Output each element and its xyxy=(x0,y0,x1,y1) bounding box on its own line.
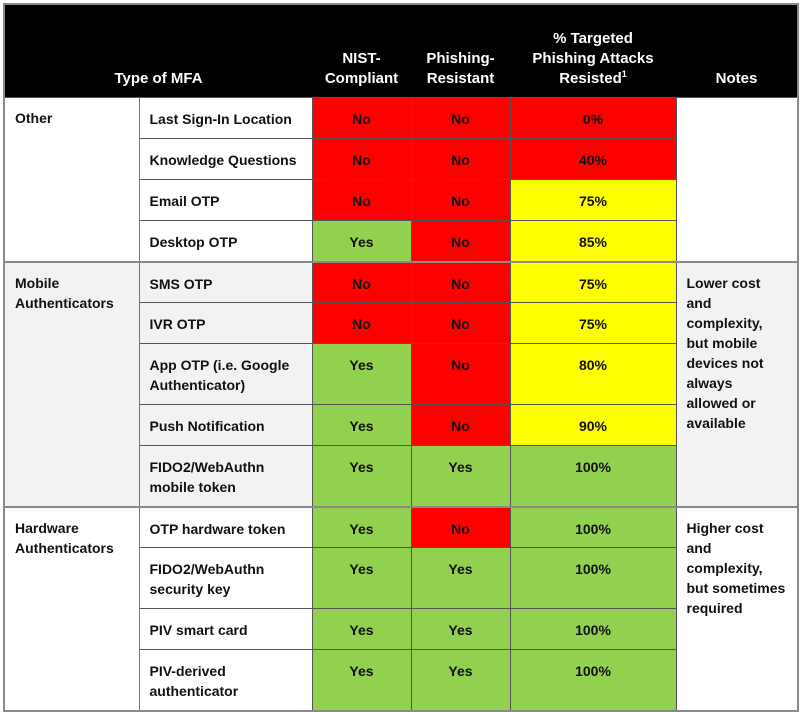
table-row: Hardware Authenticators OTP hardware toke… xyxy=(4,505,798,711)
phishing-resistant-value: Yes xyxy=(410,608,511,650)
header-nist-line2: Compliant xyxy=(324,70,399,87)
method-name: IVR OTP xyxy=(138,302,313,344)
attacks-resisted-value: 100% xyxy=(509,649,677,711)
table-row: FIDO2/WebAuthn mobile token Yes Yes 100% xyxy=(4,445,798,507)
header-notes-text: Notes xyxy=(715,70,758,87)
phishing-resistant-value: No xyxy=(410,138,511,180)
method-name: Push Notification xyxy=(138,404,313,446)
table-header: Type of MFA NIST- Compliant Phishing- Resi… xyxy=(4,4,798,98)
header-targeted-line2: Phishing Attacks xyxy=(532,50,654,67)
table-row: IVR OTP No No 75% xyxy=(4,302,798,344)
method-name: FIDO2/WebAuthn mobile token xyxy=(138,445,313,507)
header-phishing-resistant: Phishing- Resistant xyxy=(411,4,510,98)
nist-compliant-value: Yes xyxy=(311,547,412,609)
header-type-of-mfa: Type of MFA xyxy=(4,4,312,98)
mfa-comparison-table: Type of MFA NIST- Compliant Phishing- Resi… xyxy=(3,3,799,712)
attacks-resisted-value: 75% xyxy=(509,260,677,303)
group-label-line1: Mobile xyxy=(15,274,60,291)
header-phishing-line2: Resistant xyxy=(426,70,495,87)
method-name: Last Sign-In Location xyxy=(138,97,313,139)
attacks-resisted-value: 40% xyxy=(509,138,677,180)
header-notes: Notes xyxy=(676,4,798,98)
nist-compliant-value: No xyxy=(311,97,412,139)
nist-compliant-value: Yes xyxy=(311,649,412,711)
group-label-other: Other xyxy=(4,97,140,262)
method-name: SMS OTP xyxy=(138,260,313,303)
method-name: Knowledge Questions xyxy=(138,138,313,180)
phishing-resistant-value: No xyxy=(410,302,511,344)
phishing-resistant-value: No xyxy=(410,404,511,446)
phishing-resistant-value: Yes xyxy=(410,445,511,507)
table-row: Mobile Authenticators SMS OTP No No 75% L… xyxy=(4,260,798,507)
header-row: Type of MFA NIST- Compliant Phishing- Resi… xyxy=(4,4,798,98)
notes-hardware-authenticators: Higher cost and complexity, but sometime… xyxy=(675,505,798,711)
table-body: Other Last Sign-In Location No No 0% Kno… xyxy=(4,97,798,711)
attacks-resisted-value: 85% xyxy=(509,220,677,262)
nist-compliant-value: No xyxy=(311,179,412,221)
nist-compliant-value: No xyxy=(311,138,412,180)
nist-compliant-value: Yes xyxy=(311,505,412,548)
phishing-resistant-value: No xyxy=(410,260,511,303)
attacks-resisted-value: 100% xyxy=(509,608,677,650)
attacks-resisted-value: 100% xyxy=(509,505,677,548)
group-label-mobile-authenticators: Mobile Authenticators xyxy=(4,260,140,507)
nist-compliant-value: Yes xyxy=(311,404,412,446)
method-name: FIDO2/WebAuthn security key xyxy=(138,547,313,609)
nist-compliant-value: No xyxy=(311,302,412,344)
table-row: Email OTP No No 75% xyxy=(4,179,798,221)
group-label-line1: Hardware xyxy=(15,519,79,536)
phishing-resistant-value: Yes xyxy=(410,649,511,711)
nist-compliant-value: Yes xyxy=(311,343,412,405)
attacks-resisted-value: 100% xyxy=(509,445,677,507)
attacks-resisted-value: 90% xyxy=(509,404,677,446)
phishing-resistant-value: No xyxy=(410,505,511,548)
attacks-resisted-value: 100% xyxy=(509,547,677,609)
phishing-resistant-value: Yes xyxy=(410,547,511,609)
phishing-resistant-value: No xyxy=(410,179,511,221)
phishing-resistant-value: No xyxy=(410,343,511,405)
table-row: Push Notification Yes No 90% xyxy=(4,404,798,446)
group-label-line2: Authenticators xyxy=(15,539,114,556)
group-label-line2: Authenticators xyxy=(15,294,114,311)
header-targeted-attacks-resisted: % Targeted Phishing Attacks Resisted1 xyxy=(510,4,676,98)
nist-compliant-value: Yes xyxy=(311,445,412,507)
header-targeted-line1: % Targeted xyxy=(553,30,633,47)
method-name: PIV-derived authenticator xyxy=(138,649,313,711)
phishing-resistant-value: No xyxy=(410,220,511,262)
attacks-resisted-value: 75% xyxy=(509,302,677,344)
header-nist-compliant: NIST- Compliant xyxy=(312,4,411,98)
header-targeted-line3: Resisted xyxy=(559,70,622,87)
method-name: OTP hardware token xyxy=(138,505,313,548)
attacks-resisted-value: 0% xyxy=(509,97,677,139)
table-row: Knowledge Questions No No 40% xyxy=(4,138,798,180)
group-label-hardware-authenticators: Hardware Authenticators xyxy=(4,505,140,711)
table-row: Desktop OTP Yes No 85% xyxy=(4,220,798,262)
header-nist-line1: NIST- xyxy=(342,50,381,67)
attacks-resisted-value: 80% xyxy=(509,343,677,405)
nist-compliant-value: Yes xyxy=(311,608,412,650)
table-row: PIV smart card Yes Yes 100% xyxy=(4,608,798,650)
attacks-resisted-value: 75% xyxy=(509,179,677,221)
method-name: App OTP (i.e. Google Authenticator) xyxy=(138,343,313,405)
table-row: App OTP (i.e. Google Authenticator) Yes … xyxy=(4,343,798,405)
table-row: Other Last Sign-In Location No No 0% xyxy=(4,97,798,262)
phishing-resistant-value: No xyxy=(410,97,511,139)
header-phishing-line1: Phishing- xyxy=(426,50,495,67)
group-label-text: Other xyxy=(15,110,53,126)
method-name: Desktop OTP xyxy=(138,220,313,262)
nist-compliant-value: No xyxy=(311,260,412,303)
method-name: Email OTP xyxy=(138,179,313,221)
header-type-of-mfa-text: Type of MFA xyxy=(114,70,203,87)
method-name: PIV smart card xyxy=(138,608,313,650)
footnote-marker: 1 xyxy=(621,69,627,79)
table-row: FIDO2/WebAuthn security key Yes Yes 100% xyxy=(4,547,798,609)
notes-other xyxy=(675,97,798,262)
notes-mobile-authenticators: Lower cost and complexity, but mobile de… xyxy=(675,260,798,507)
nist-compliant-value: Yes xyxy=(311,220,412,262)
